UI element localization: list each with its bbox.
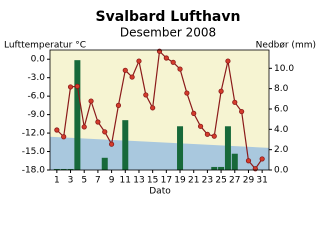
x-tick-label: 23: [202, 176, 213, 186]
x-tick-label: 1: [54, 176, 60, 186]
temperature-point: [211, 133, 217, 139]
y2-tick-label: 0.0: [274, 166, 289, 176]
precipitation-bar: [211, 166, 218, 170]
y-tick-label: -6.0: [27, 92, 45, 102]
plot-frame: [49, 49, 270, 171]
x-tick-label: 19: [174, 176, 186, 186]
temperature-point: [259, 156, 265, 162]
temperature-point: [191, 110, 197, 116]
y-axis-label: Lufttemperatur °C: [4, 41, 86, 51]
temperature-point: [245, 158, 252, 164]
y2-tick-label: 2.0: [274, 145, 289, 155]
y2-tick-label: 4.0: [274, 125, 289, 135]
precipitation-bar: [67, 168, 74, 170]
y-tick-label: -12.0: [22, 129, 46, 139]
x-tick-label: 9: [109, 176, 115, 186]
temperature-point: [197, 123, 204, 129]
temperature-point: [204, 131, 211, 137]
precipitation-bar: [218, 166, 225, 170]
x-tick-label: 31: [256, 176, 267, 186]
temperature-point: [88, 98, 94, 104]
y2-tick-label: 8.0: [274, 84, 289, 94]
y2-tick-label: 10.0: [274, 64, 294, 74]
temperature-point: [74, 83, 80, 89]
temperature-point: [67, 84, 74, 90]
y-tick-label: -15.0: [22, 147, 46, 157]
precipitation-bar: [122, 120, 129, 170]
precipitation-bar: [101, 157, 108, 170]
temperature-point: [218, 88, 224, 94]
precipitation-bar: [224, 126, 231, 170]
x-tick-label: 27: [229, 176, 240, 186]
precipitation-bar: [74, 60, 81, 170]
precipitation-bar: [177, 126, 184, 170]
temperature-point: [163, 55, 169, 61]
precipitation-bar: [231, 153, 238, 170]
x-tick-label: 11: [120, 176, 131, 186]
temperature-point: [115, 102, 122, 108]
x-tick-label: 7: [95, 176, 101, 186]
temperature-point: [239, 108, 245, 115]
y-tick-label: -18.0: [22, 166, 46, 176]
y-tick-label: -3.0: [27, 73, 45, 83]
temperature-point: [54, 127, 60, 133]
x-axis-label: Dato: [149, 187, 171, 197]
x-tick-label: 13: [133, 176, 144, 186]
temperature-point: [61, 134, 67, 140]
temperature-point: [108, 141, 115, 147]
precipitation-bar: [60, 168, 67, 170]
x-tick-label: 21: [188, 176, 199, 186]
x-tick-label: 3: [68, 176, 74, 186]
y-tick-label: -9.0: [27, 110, 45, 120]
temperature-point: [143, 92, 149, 98]
temperature-point: [122, 67, 128, 73]
x-tick-label: 5: [81, 176, 87, 186]
y2-tick-label: 6.0: [274, 104, 289, 114]
temperature-point: [129, 74, 135, 80]
temperature-point: [170, 59, 176, 65]
temperature-point: [177, 66, 183, 72]
temperature-point: [95, 119, 101, 125]
y2-axis-label: Nedbør (mm): [256, 41, 316, 51]
x-tick-label: 17: [161, 176, 172, 186]
x-tick-label: 29: [243, 176, 255, 186]
temperature-point: [184, 90, 190, 96]
precipitation-bar: [53, 168, 60, 170]
x-tick-label: 25: [215, 176, 226, 186]
temperature-point: [81, 124, 87, 130]
chart: Svalbard Lufthavn Desember 2008 Lufttemp…: [4, 9, 316, 197]
temperature-point: [136, 58, 142, 64]
chart-title: Svalbard Lufthavn: [96, 9, 241, 25]
chart-subtitle: Desember 2008: [120, 26, 216, 40]
x-tick-label: 15: [147, 176, 158, 186]
temperature-point: [225, 58, 231, 64]
y-tick-label: 0.0: [31, 55, 46, 65]
temperature-point: [150, 105, 156, 111]
temperature-point: [232, 99, 238, 105]
temperature-point: [102, 129, 108, 135]
